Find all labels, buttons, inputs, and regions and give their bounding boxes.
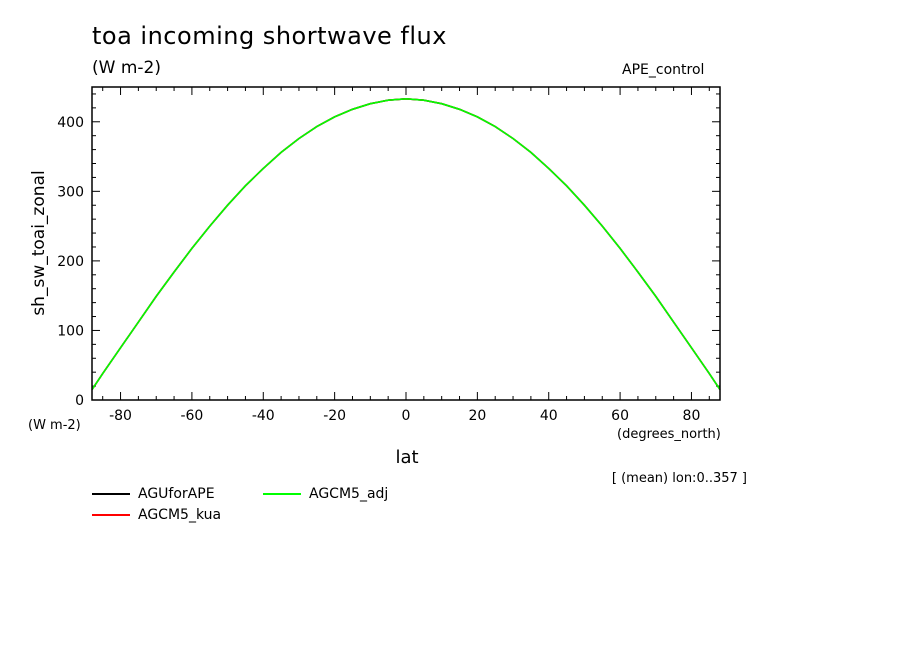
x-tick-label: -20 [323, 408, 346, 424]
y-tick-label: 300 [57, 184, 84, 200]
chart-units: (W m-2) [92, 58, 161, 78]
legend-item-aguforape: AGUforAPE [92, 486, 215, 502]
x-tick-label: -60 [180, 408, 203, 424]
x-tick-label: 20 [468, 408, 486, 424]
x-units-label: (degrees_north) [617, 427, 721, 442]
legend-swatch [92, 493, 130, 495]
series-line-agcm5-adj [91, 97, 721, 391]
legend-swatch [263, 493, 301, 495]
y-tick-label: 100 [57, 323, 84, 339]
legend-label: AGCM5_kua [138, 507, 222, 523]
experiment-label: APE_control [622, 62, 705, 78]
y-axis-label: sh_sw_toai_zonal [29, 170, 49, 315]
x-tick-label: 80 [683, 408, 701, 424]
legend-item-agcm5-kua: AGCM5_kua [92, 507, 221, 523]
x-tick-label: -80 [109, 408, 132, 424]
legend-item-agcm5-adj: AGCM5_adj [263, 486, 388, 502]
mean-note: [ (mean) lon:0..357 ] [612, 471, 747, 486]
legend-label: AGCM5_adj [309, 486, 389, 502]
y-tick-label: 0 [75, 393, 84, 409]
y-tick-label: 400 [57, 115, 84, 131]
x-tick-label: 0 [402, 408, 411, 424]
x-tick-label: -40 [252, 408, 275, 424]
chart-title: toa incoming shortwave flux [92, 22, 447, 50]
y-tick-label: 200 [57, 254, 84, 270]
series-line-agcm5-kua [91, 97, 721, 391]
x-tick-label: 60 [611, 408, 629, 424]
legend-label: AGUforAPE [138, 486, 215, 502]
x-tick-label: 40 [540, 408, 558, 424]
y-units-label: (W m-2) [28, 418, 81, 433]
x-axis-label: lat [395, 447, 418, 468]
plot-frame [91, 86, 721, 401]
series-line-aguforape [91, 97, 721, 391]
legend-swatch [92, 514, 130, 516]
